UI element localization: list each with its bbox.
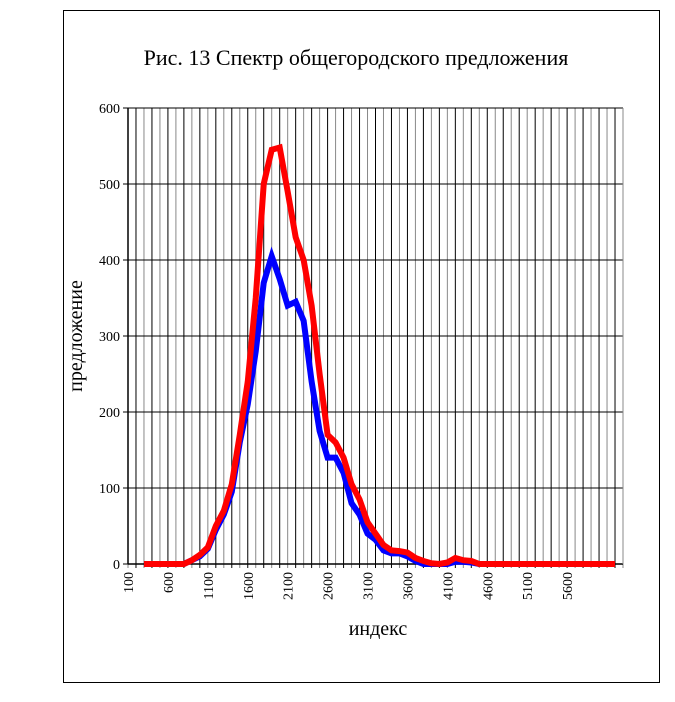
- y-tick-label: 200: [99, 406, 120, 421]
- y-tick-label: 400: [99, 254, 120, 269]
- x-tick-label: 4600: [481, 572, 496, 600]
- chart-frame: [63, 10, 660, 683]
- x-tick-label: 2600: [322, 572, 337, 600]
- y-tick-label: 300: [99, 330, 120, 345]
- x-tick-label: 1600: [242, 572, 257, 600]
- x-tick-label: 2100: [282, 572, 297, 600]
- x-tick-label: 600: [162, 572, 177, 593]
- grid: [123, 107, 624, 568]
- series-blue: [143, 246, 616, 567]
- series-red: [143, 143, 616, 568]
- chart-title: Рис. 13 Спектр общегородского предложени…: [144, 45, 569, 70]
- x-tick-label: 100: [122, 572, 137, 593]
- y-tick-label: 500: [99, 178, 120, 193]
- x-tick-label: 5100: [521, 572, 536, 600]
- y-tick-label: 600: [99, 102, 120, 117]
- y-tick-label: 100: [99, 482, 120, 497]
- x-tick-label: 3600: [401, 572, 416, 600]
- y-tick-label: 0: [113, 558, 120, 573]
- x-tick-label: 4100: [441, 572, 456, 600]
- x-tick-label: 5600: [561, 572, 576, 600]
- x-tick-label: 1100: [202, 572, 217, 599]
- x-axis-label: индекс: [349, 618, 408, 640]
- series-lines: [143, 143, 616, 568]
- x-tick-label: 3100: [362, 572, 377, 600]
- y-axis-label: предложение: [65, 280, 87, 392]
